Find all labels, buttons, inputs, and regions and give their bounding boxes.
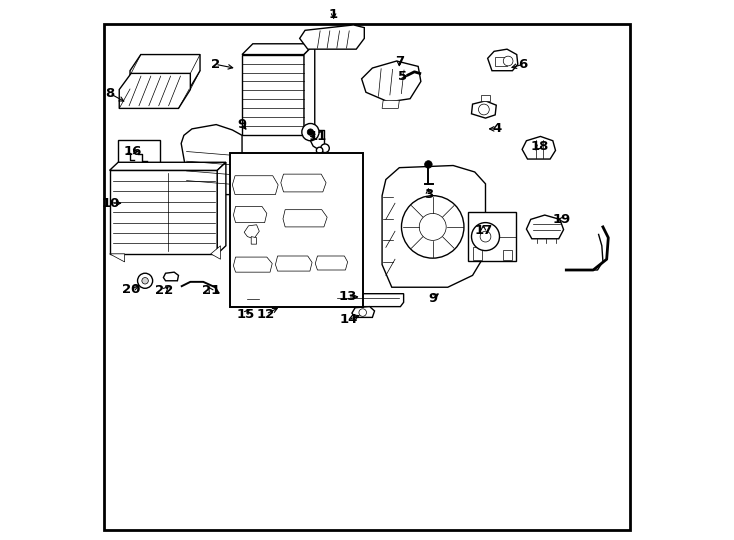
Polygon shape — [164, 272, 178, 281]
Polygon shape — [233, 176, 278, 194]
Text: 11: 11 — [308, 130, 327, 143]
Polygon shape — [244, 225, 259, 239]
Text: 6: 6 — [519, 58, 528, 71]
Circle shape — [480, 231, 491, 242]
Polygon shape — [181, 125, 242, 194]
Text: 12: 12 — [257, 308, 275, 321]
Text: 2: 2 — [211, 58, 219, 71]
Polygon shape — [332, 294, 404, 307]
Polygon shape — [382, 165, 485, 287]
Text: 5: 5 — [398, 70, 407, 83]
Circle shape — [419, 213, 446, 240]
Text: 20: 20 — [122, 283, 140, 296]
Polygon shape — [109, 254, 125, 262]
Polygon shape — [217, 163, 226, 254]
Text: 3: 3 — [424, 188, 433, 201]
Polygon shape — [526, 215, 564, 239]
Bar — [468, 212, 516, 261]
Circle shape — [359, 309, 366, 316]
Polygon shape — [233, 257, 272, 272]
Circle shape — [302, 124, 319, 141]
Polygon shape — [283, 210, 327, 227]
Text: 22: 22 — [156, 284, 174, 297]
Polygon shape — [119, 73, 190, 109]
Text: 1: 1 — [329, 8, 338, 21]
Text: 15: 15 — [236, 308, 255, 321]
Text: 13: 13 — [338, 291, 357, 303]
Polygon shape — [233, 206, 267, 222]
Text: 16: 16 — [124, 145, 142, 158]
Polygon shape — [316, 256, 348, 270]
Bar — [482, 95, 490, 102]
Bar — [118, 140, 160, 173]
Text: 21: 21 — [202, 284, 220, 297]
Bar — [242, 55, 304, 136]
Polygon shape — [304, 44, 315, 136]
Polygon shape — [352, 307, 374, 318]
Circle shape — [504, 56, 513, 66]
Circle shape — [321, 144, 330, 153]
Polygon shape — [275, 256, 312, 271]
Polygon shape — [245, 292, 259, 306]
Text: 10: 10 — [102, 197, 120, 210]
Text: 14: 14 — [340, 313, 358, 326]
Bar — [230, 153, 363, 307]
Circle shape — [142, 278, 148, 284]
Polygon shape — [130, 55, 200, 89]
Circle shape — [316, 147, 323, 154]
Circle shape — [401, 195, 464, 258]
Polygon shape — [211, 246, 220, 259]
Polygon shape — [242, 44, 315, 55]
Polygon shape — [281, 174, 326, 192]
Text: 4: 4 — [493, 123, 502, 136]
Text: 8: 8 — [105, 87, 115, 100]
Circle shape — [308, 129, 313, 136]
Polygon shape — [299, 25, 364, 49]
Bar — [495, 57, 507, 66]
Polygon shape — [471, 101, 496, 118]
Circle shape — [471, 222, 500, 251]
Polygon shape — [487, 49, 517, 71]
Bar — [503, 249, 512, 260]
Circle shape — [137, 273, 153, 288]
Bar — [473, 247, 482, 260]
Text: 7: 7 — [395, 55, 404, 68]
Text: 17: 17 — [474, 224, 493, 237]
Text: 19: 19 — [553, 213, 571, 226]
Polygon shape — [522, 137, 556, 159]
Polygon shape — [362, 61, 421, 102]
Text: 9: 9 — [428, 292, 437, 305]
Polygon shape — [382, 100, 399, 109]
Polygon shape — [109, 163, 226, 170]
Text: 18: 18 — [530, 140, 548, 153]
Polygon shape — [251, 237, 257, 244]
Text: 9: 9 — [238, 118, 247, 131]
Circle shape — [479, 104, 490, 115]
Bar — [109, 170, 217, 254]
Circle shape — [425, 161, 432, 168]
